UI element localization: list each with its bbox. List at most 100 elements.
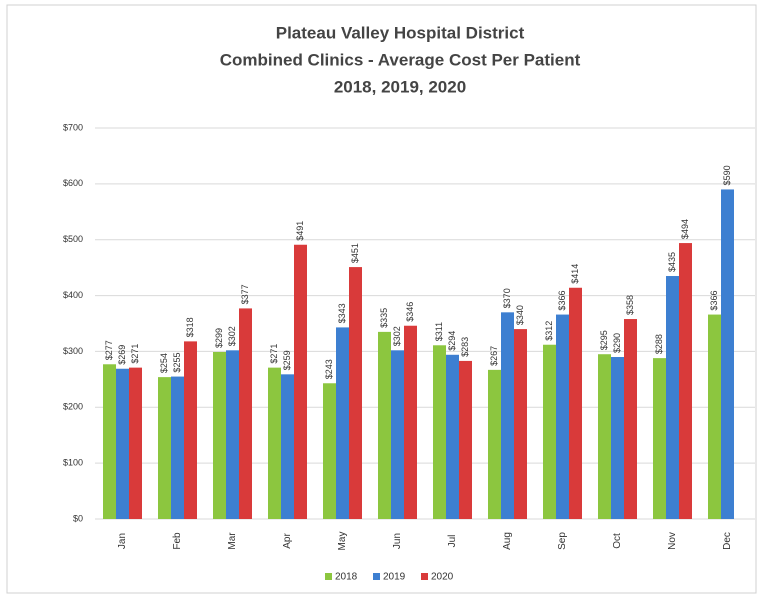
value-label: $335 xyxy=(379,308,389,328)
value-label: $294 xyxy=(447,331,457,351)
value-label: $451 xyxy=(350,243,360,263)
value-label: $269 xyxy=(117,345,127,365)
value-label: $255 xyxy=(172,353,182,373)
value-label: $277 xyxy=(104,340,114,360)
bar xyxy=(294,244,307,519)
bar xyxy=(226,350,239,519)
x-tick-label: May xyxy=(337,532,348,551)
legend-label: 2019 xyxy=(383,572,406,583)
bar xyxy=(116,368,129,519)
y-tick-label: $0 xyxy=(73,513,83,523)
bar xyxy=(459,360,472,519)
bar xyxy=(569,287,582,519)
value-label: $295 xyxy=(599,330,609,350)
value-label: $299 xyxy=(214,328,224,348)
bar xyxy=(598,354,611,519)
bar xyxy=(158,377,171,519)
value-label: $243 xyxy=(324,359,334,379)
value-label: $302 xyxy=(392,326,402,346)
bar xyxy=(184,341,197,519)
legend-label: 2020 xyxy=(431,572,454,583)
y-tick-label: $300 xyxy=(63,346,83,356)
value-label: $312 xyxy=(544,321,554,341)
bar xyxy=(103,364,116,519)
value-label: $267 xyxy=(489,346,499,366)
bar xyxy=(708,314,721,519)
bar xyxy=(281,374,294,519)
x-tick-label: Jan xyxy=(117,533,128,549)
value-label: $271 xyxy=(269,344,279,364)
value-label: $590 xyxy=(722,165,732,185)
chart-title: Plateau Valley Hospital District xyxy=(276,23,525,42)
value-label: $271 xyxy=(130,344,140,364)
bar xyxy=(404,325,417,519)
y-tick-label: $500 xyxy=(63,234,83,244)
value-label: $302 xyxy=(227,326,237,346)
legend-swatch xyxy=(421,573,428,580)
x-tick-label: Dec xyxy=(722,532,733,550)
bar xyxy=(446,354,459,519)
bar xyxy=(653,358,666,519)
bar xyxy=(611,357,624,519)
bar xyxy=(543,344,556,519)
value-label: $318 xyxy=(185,317,195,337)
bar xyxy=(556,314,569,519)
bar xyxy=(488,369,501,519)
bar xyxy=(239,308,252,519)
legend-label: 2018 xyxy=(335,572,358,583)
value-label: $491 xyxy=(295,221,305,241)
value-label: $290 xyxy=(612,333,622,353)
value-label: $494 xyxy=(680,219,690,239)
value-label: $259 xyxy=(282,350,292,370)
value-label: $370 xyxy=(502,288,512,308)
legend-swatch xyxy=(373,573,380,580)
y-tick-label: $200 xyxy=(63,402,83,412)
chart-subtitle: 2018, 2019, 2020 xyxy=(334,77,466,96)
bar xyxy=(323,383,336,519)
y-tick-label: $400 xyxy=(63,290,83,300)
bar xyxy=(433,345,446,519)
x-tick-label: Aug xyxy=(502,532,513,550)
x-tick-label: Nov xyxy=(667,532,678,550)
x-tick-label: Jun xyxy=(392,533,403,549)
value-label: $358 xyxy=(625,295,635,315)
bar xyxy=(391,350,404,519)
bar xyxy=(349,267,362,519)
value-label: $288 xyxy=(654,334,664,354)
y-tick-label: $700 xyxy=(63,122,83,132)
y-tick-label: $600 xyxy=(63,178,83,188)
bar xyxy=(679,243,692,519)
value-label: $340 xyxy=(515,305,525,325)
x-tick-label: Feb xyxy=(172,532,183,550)
value-label: $346 xyxy=(405,302,415,322)
bar xyxy=(624,319,637,519)
x-tick-label: Apr xyxy=(282,533,293,549)
x-tick-label: Oct xyxy=(612,533,623,549)
x-tick-label: Mar xyxy=(227,532,238,550)
y-tick-label: $100 xyxy=(63,458,83,468)
chart-subtitle: Combined Clinics - Average Cost Per Pati… xyxy=(220,50,581,69)
bar xyxy=(171,376,184,519)
bar xyxy=(666,276,679,519)
bar xyxy=(501,312,514,519)
x-tick-label: Jul xyxy=(447,535,458,548)
value-label: $366 xyxy=(709,291,719,311)
bar xyxy=(514,329,527,519)
bar xyxy=(721,189,734,519)
value-label: $435 xyxy=(667,252,677,272)
value-label: $283 xyxy=(460,337,470,357)
bar xyxy=(129,367,142,519)
value-label: $254 xyxy=(159,353,169,373)
bar xyxy=(378,331,391,519)
value-label: $343 xyxy=(337,303,347,323)
value-label: $366 xyxy=(557,291,567,311)
value-label: $377 xyxy=(240,284,250,304)
value-label: $311 xyxy=(434,322,444,341)
bar xyxy=(268,367,281,519)
bar xyxy=(336,327,349,519)
bar xyxy=(213,351,226,519)
legend-swatch xyxy=(325,573,332,580)
x-tick-label: Sep xyxy=(557,532,568,550)
